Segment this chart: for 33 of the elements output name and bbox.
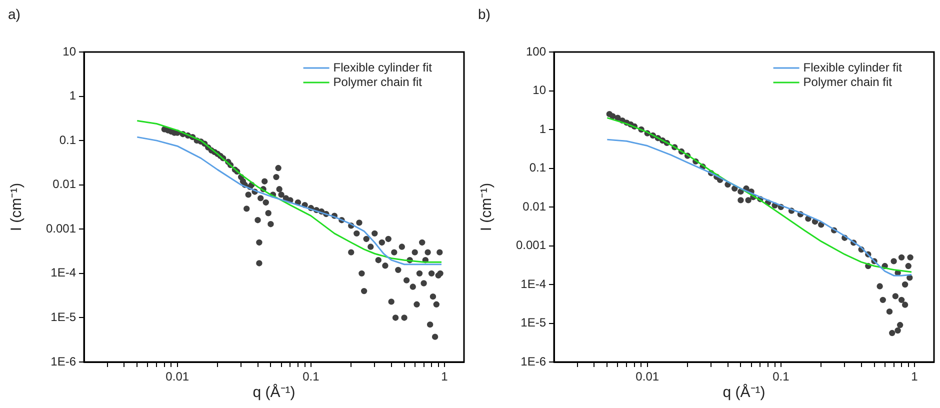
y-tick-label: 0.1	[529, 160, 546, 175]
y-tick-label: 1E-6	[520, 354, 546, 368]
y-tick-label: 1E-4	[50, 266, 76, 280]
x-tick-label: 0.1	[772, 370, 790, 384]
y-tick-label: 100	[526, 44, 546, 58]
legend-label: Flexible cylinder fit	[333, 60, 433, 74]
y-tick-label: 1E-5	[520, 316, 546, 330]
x-axis-title: q (Å⁻¹)	[252, 383, 296, 402]
x-tick-label: 1	[441, 370, 448, 384]
legend-label: Polymer chain fit	[333, 74, 423, 89]
y-tick-label: 1E-5	[50, 310, 76, 324]
y-tick-label: 0.01	[52, 177, 76, 192]
y-tick-label: 1E-6	[50, 354, 76, 368]
y-tick-label: 0.01	[522, 199, 546, 214]
y-tick-label: 0.001	[46, 221, 76, 236]
y-tick-label: 10	[62, 44, 76, 58]
y-tick-label: 10	[532, 83, 546, 98]
y-tick-label: 0.001	[516, 238, 546, 252]
y-axis-title: I (cm⁻¹)	[478, 182, 496, 232]
legend-label: Flexible cylinder fit	[803, 60, 903, 74]
chart-title: a)	[8, 6, 20, 22]
y-tick-label: 0.1	[59, 132, 76, 147]
x-axis-title: q (Å⁻¹)	[722, 383, 766, 402]
x-tick-label: 1	[911, 370, 918, 384]
chart-title: b)	[478, 6, 490, 22]
y-tick-label: 1E-4	[520, 276, 546, 291]
y-tick-label: 1	[539, 122, 546, 136]
legend-label: Polymer chain fit	[803, 74, 893, 89]
x-tick-label: 0.01	[166, 370, 190, 384]
x-tick-label: 0.1	[302, 370, 320, 384]
y-tick-label: 1	[69, 88, 76, 103]
y-axis-title: I (cm⁻¹)	[8, 182, 26, 232]
x-tick-label: 0.01	[636, 370, 660, 384]
